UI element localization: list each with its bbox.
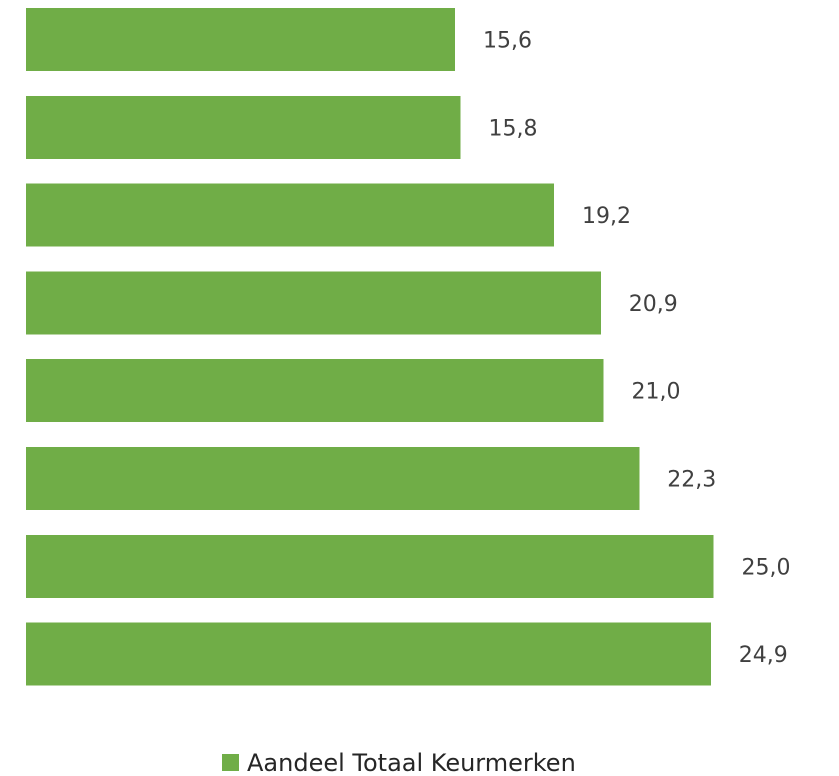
data-label-8: 24,9 xyxy=(739,643,788,668)
bar-3 xyxy=(26,183,554,247)
bar-4 xyxy=(26,271,601,335)
bar-7 xyxy=(26,534,714,598)
bar-5 xyxy=(26,359,604,423)
data-label-3: 19,2 xyxy=(582,204,631,229)
bar-6 xyxy=(26,447,640,510)
bars-group xyxy=(26,8,714,686)
bar-8 xyxy=(26,622,711,686)
data-label-2: 15,8 xyxy=(489,116,538,141)
data-label-6: 22,3 xyxy=(667,468,716,493)
legend-swatch xyxy=(222,754,239,771)
bar-1 xyxy=(26,8,455,71)
bar-2 xyxy=(26,95,461,159)
legend-label: Aandeel Totaal Keurmerken xyxy=(247,749,576,776)
data-labels-group: 15,6 15,8 19,2 20,9 21,0 22,3 25,0 24,9 xyxy=(483,29,790,669)
data-label-1: 15,6 xyxy=(483,29,532,54)
data-label-7: 25,0 xyxy=(742,555,791,580)
legend: Aandeel Totaal Keurmerken xyxy=(222,749,576,776)
data-label-5: 21,0 xyxy=(632,380,681,405)
data-label-4: 20,9 xyxy=(629,292,678,317)
